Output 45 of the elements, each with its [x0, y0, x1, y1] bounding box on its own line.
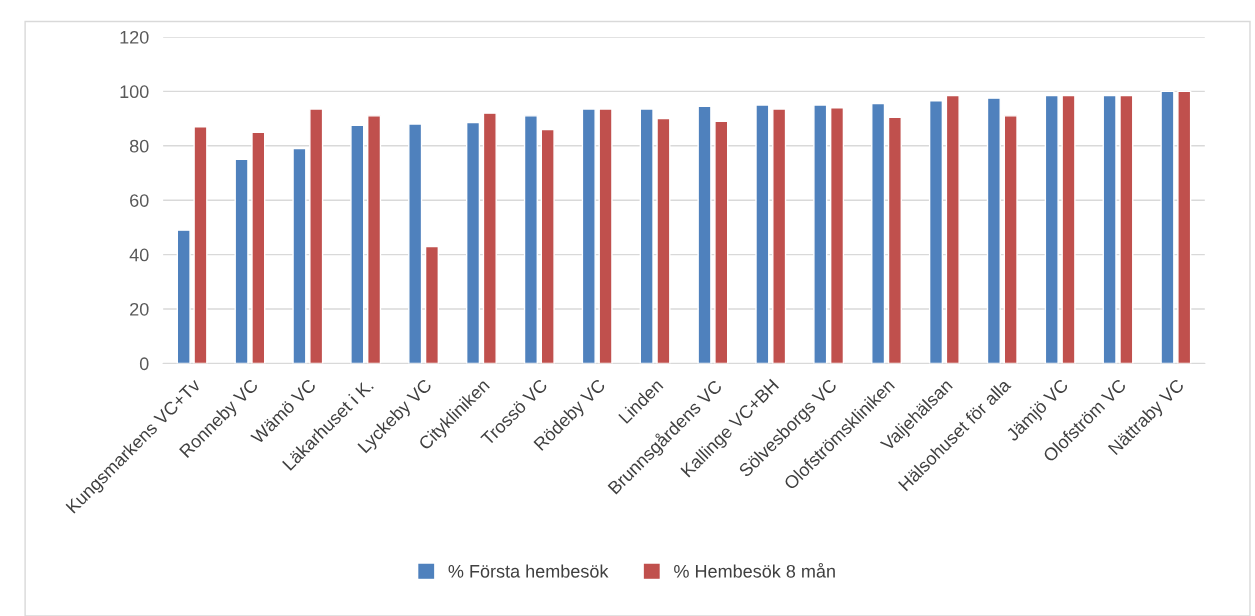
bar [350, 124, 365, 364]
bar [697, 105, 712, 364]
bar [714, 120, 729, 364]
bar [482, 112, 497, 364]
bar [523, 115, 538, 364]
bar [598, 108, 613, 364]
legend-label: % Första hembesök [448, 564, 609, 578]
bar [813, 104, 828, 364]
bar [639, 108, 654, 364]
bar [772, 108, 787, 364]
bar [1102, 94, 1117, 364]
bar [1177, 90, 1192, 364]
bar [540, 128, 555, 364]
bar [1061, 94, 1076, 364]
bar [176, 229, 191, 364]
bar [424, 245, 440, 364]
y-tick-label: 120 [120, 30, 149, 44]
bar [945, 94, 960, 364]
bar [408, 123, 423, 364]
bar [234, 158, 249, 364]
bar [656, 117, 671, 364]
bar [292, 147, 307, 364]
bar [251, 131, 266, 364]
y-tick-label: 40 [129, 248, 149, 262]
bar [581, 108, 596, 364]
bar [465, 121, 481, 364]
bar [1003, 115, 1018, 364]
bar [1119, 94, 1134, 364]
bar [1160, 90, 1175, 364]
y-tick-label: 80 [129, 139, 149, 153]
bar [829, 107, 845, 364]
y-tick-label: 20 [130, 302, 149, 316]
y-tick-label: 100 [120, 85, 149, 99]
bar [755, 104, 770, 364]
bar [887, 116, 902, 364]
bar [309, 108, 324, 364]
bar [986, 97, 1001, 364]
legend-label: % Hembesök 8 mån [674, 562, 835, 578]
bar [871, 102, 886, 364]
y-tick-label: 0 [139, 357, 149, 371]
bar [193, 126, 208, 364]
y-tick-label: 60 [130, 194, 149, 207]
bar [928, 100, 944, 364]
bar [367, 115, 382, 364]
bar [1044, 94, 1059, 364]
